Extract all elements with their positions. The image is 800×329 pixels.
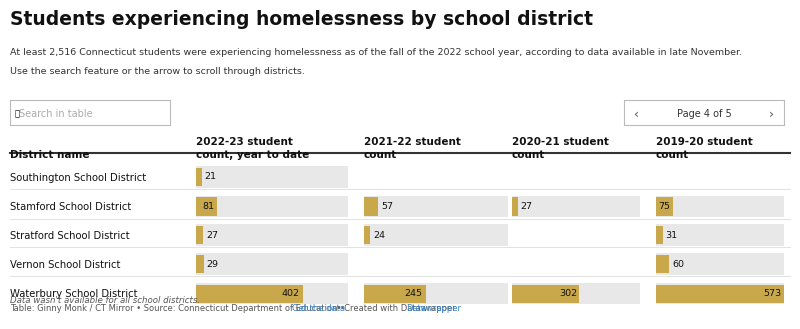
Bar (656, 197, 673, 215)
Text: Datawrapper: Datawrapper (406, 304, 462, 313)
Text: Vernon School District: Vernon School District (10, 260, 120, 270)
Text: 402: 402 (282, 289, 299, 298)
Text: 27: 27 (521, 202, 533, 211)
Bar (364, 197, 378, 215)
Text: 302: 302 (558, 289, 577, 298)
Bar (656, 226, 663, 244)
Text: 57: 57 (382, 202, 394, 211)
Bar (364, 226, 370, 244)
Bar (196, 285, 302, 303)
Text: 2019-20 student
count: 2019-20 student count (656, 137, 753, 160)
Bar (196, 197, 218, 215)
Text: Southington School District: Southington School District (10, 173, 146, 183)
Text: Stamford School District: Stamford School District (10, 202, 131, 212)
Text: Page 4 of 5: Page 4 of 5 (677, 109, 731, 119)
Bar (512, 197, 518, 215)
Text: • Created with Datawrapper: • Created with Datawrapper (334, 304, 456, 313)
Text: Students experiencing homelessness by school district: Students experiencing homelessness by sc… (10, 10, 593, 29)
Bar (196, 226, 203, 244)
Text: 245: 245 (405, 289, 422, 298)
Text: 60: 60 (672, 260, 684, 268)
Bar (656, 285, 784, 303)
Bar (364, 285, 426, 303)
Text: 75: 75 (658, 202, 670, 211)
Bar (656, 255, 670, 273)
Text: Data wasn't available for all school districts.: Data wasn't available for all school dis… (10, 296, 200, 305)
Text: 2022-23 student
count, year to date: 2022-23 student count, year to date (196, 137, 310, 160)
Text: 🔍: 🔍 (14, 110, 19, 118)
Text: ›: › (769, 107, 774, 120)
Text: Stratford School District: Stratford School District (10, 231, 130, 241)
Bar (512, 285, 579, 303)
Bar (196, 168, 202, 186)
Text: 573: 573 (763, 289, 782, 298)
Text: Waterbury School District: Waterbury School District (10, 290, 137, 299)
Text: Search in table: Search in table (19, 109, 93, 119)
Text: 31: 31 (666, 231, 678, 240)
Text: 81: 81 (202, 202, 214, 211)
Text: 2020-21 student
count: 2020-21 student count (512, 137, 609, 160)
Text: 21: 21 (205, 172, 217, 181)
Bar (196, 255, 204, 273)
Text: ‹: ‹ (634, 107, 639, 120)
Text: At least 2,516 Connecticut students were experiencing homelessness as of the fal: At least 2,516 Connecticut students were… (10, 48, 742, 57)
Text: Get the data: Get the data (292, 304, 345, 313)
Text: 2021-22 student
count: 2021-22 student count (364, 137, 461, 160)
Text: 24: 24 (373, 231, 385, 240)
Text: Table: Ginny Monk / CT Mirror • Source: Connecticut Department of Education •: Table: Ginny Monk / CT Mirror • Source: … (10, 304, 347, 313)
Text: Use the search feature or the arrow to scroll through districts.: Use the search feature or the arrow to s… (10, 67, 305, 76)
Text: 29: 29 (206, 260, 218, 268)
Text: District name: District name (10, 150, 89, 160)
Text: 27: 27 (206, 231, 218, 240)
